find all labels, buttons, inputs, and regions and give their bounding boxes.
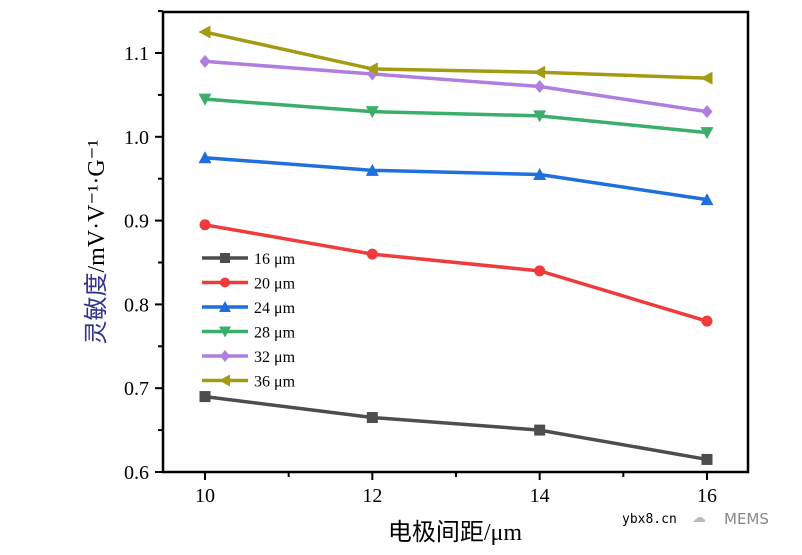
- y-tick-label: 0.6: [124, 462, 149, 484]
- marker-triangle-up: [533, 168, 547, 181]
- marker-triangle-left: [700, 71, 713, 85]
- marker-square: [701, 453, 713, 465]
- series-line: [204, 97, 708, 135]
- legend-label: 28 μm: [254, 325, 296, 342]
- marker-diamond: [534, 80, 546, 94]
- y-tick-label: 0.8: [124, 294, 149, 316]
- y-tick-label: 0.7: [124, 378, 149, 400]
- marker-circle: [701, 315, 713, 327]
- x-tick-label: 16: [697, 485, 717, 507]
- series-36m: [198, 25, 713, 85]
- x-axis-label: 电极间距/μm: [388, 519, 523, 546]
- marker-triangle-down: [219, 326, 231, 338]
- series-28m: [198, 93, 714, 140]
- x-tick-label: 14: [530, 485, 550, 507]
- series-line: [204, 59, 708, 114]
- marker-triangle-down: [198, 93, 212, 106]
- x-tick-label: 10: [195, 485, 215, 507]
- marker-triangle-down: [533, 110, 547, 123]
- y-axis-label: 灵敏度/mV·V⁻¹·G⁻¹: [83, 139, 110, 344]
- series-20m: [199, 219, 713, 327]
- series-16m: [199, 391, 713, 465]
- legend-label: 24 μm: [254, 300, 296, 317]
- marker-square: [220, 253, 230, 263]
- marker-triangle-left: [365, 62, 378, 76]
- marker-triangle-up: [219, 301, 231, 312]
- legend-item: 16 μm: [202, 251, 296, 268]
- marker-diamond: [220, 350, 230, 362]
- x-tick-label: 12: [362, 485, 382, 507]
- marker-triangle-left: [198, 25, 211, 39]
- legend: 16 μm 20 μm 24 μm 28 μm 32 μm 36 μm: [202, 251, 296, 391]
- legend-item: 24 μm: [202, 300, 296, 317]
- marker-triangle-down: [365, 106, 379, 119]
- legend-item: 36 μm: [202, 374, 296, 391]
- y-axis-label-unit: /mV·V⁻¹·G⁻¹: [84, 139, 110, 272]
- marker-triangle-up: [700, 193, 714, 206]
- marker-circle: [220, 277, 230, 288]
- y-tick-label: 1.0: [124, 127, 149, 149]
- marker-circle: [534, 265, 546, 277]
- marker-triangle-up: [365, 163, 379, 176]
- legend-label: 36 μm: [254, 374, 296, 391]
- legend-item: 28 μm: [202, 325, 296, 342]
- series-line: [204, 156, 708, 202]
- legend-label: 20 μm: [254, 276, 296, 293]
- y-tick-label: 1.1: [124, 43, 149, 65]
- y-axis-label-cn: 灵敏度: [83, 273, 110, 345]
- marker-square: [366, 412, 378, 424]
- series-line: [204, 30, 708, 80]
- marker-square: [199, 391, 211, 403]
- marker-diamond: [199, 54, 211, 68]
- watermark-account: MEMS: [724, 510, 769, 528]
- marker-circle: [366, 248, 378, 260]
- legend-label: 32 μm: [254, 349, 296, 366]
- marker-triangle-up: [198, 151, 212, 164]
- series-32m: [199, 54, 713, 119]
- watermark-site: ybx8.cn: [622, 512, 677, 527]
- y-tick-label: 0.9: [124, 211, 149, 233]
- legend-item: 32 μm: [202, 349, 296, 366]
- marker-circle: [199, 219, 211, 231]
- legend-label: 16 μm: [254, 251, 296, 268]
- series-24m: [198, 151, 714, 206]
- marker-triangle-left: [533, 65, 546, 79]
- marker-triangle-left: [219, 374, 230, 387]
- series-line: [204, 394, 708, 462]
- wechat-icon: ☁: [692, 511, 706, 526]
- marker-square: [534, 424, 546, 436]
- marker-triangle-down: [700, 127, 714, 140]
- marker-diamond: [701, 105, 713, 119]
- series-line: [204, 223, 708, 323]
- legend-item: 20 μm: [202, 276, 296, 293]
